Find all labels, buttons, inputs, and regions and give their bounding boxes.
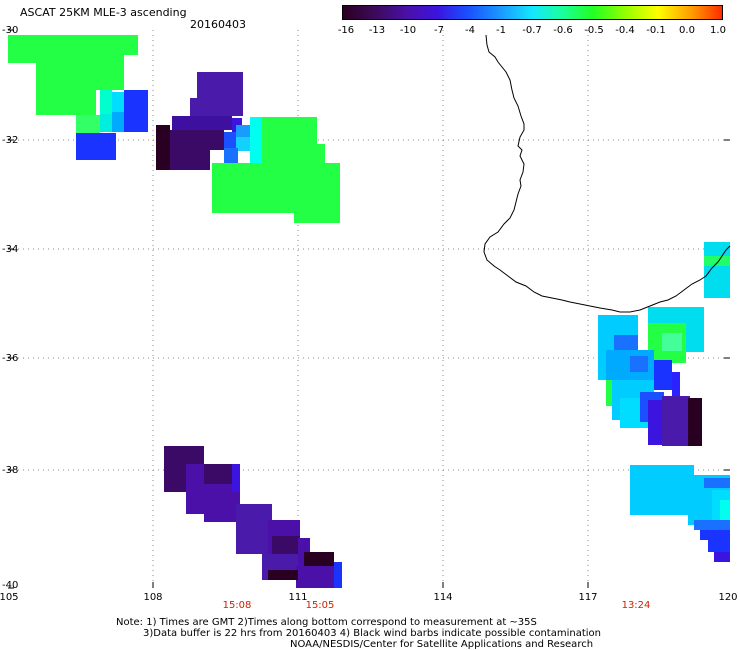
footer-note-1: Note: 1) Times are GMT 2)Times along bot… bbox=[116, 617, 537, 628]
colorbar bbox=[342, 5, 723, 20]
swath-far-east bbox=[630, 242, 730, 562]
colorbar-label: -0.1 bbox=[646, 25, 666, 36]
map-title: ASCAT 25KM MLE-3 ascending bbox=[20, 6, 187, 19]
colorbar-label: -0.4 bbox=[615, 25, 635, 36]
swath-time-label: 13:24 bbox=[621, 600, 651, 611]
swath-time-label: 15:05 bbox=[305, 600, 335, 611]
longitude-label: 114 bbox=[433, 592, 453, 603]
colorbar-label: -16 bbox=[337, 25, 355, 36]
colorbar-label: 0.0 bbox=[679, 25, 695, 36]
swath-time-label: 15:08 bbox=[222, 600, 252, 611]
colorbar-label: -10 bbox=[399, 25, 417, 36]
latitude-label: -32 bbox=[2, 135, 19, 146]
swath-north-central bbox=[156, 72, 340, 223]
colorbar-label: -4 bbox=[465, 25, 475, 36]
colorbar-label: -7 bbox=[434, 25, 444, 36]
longitude-label: 108 bbox=[143, 592, 163, 603]
latitude-label: -34 bbox=[2, 244, 19, 255]
latitude-label: -40 bbox=[2, 580, 19, 591]
longitude-label: 105 bbox=[0, 592, 19, 603]
colorbar-label: -0.7 bbox=[522, 25, 542, 36]
swath-northwest bbox=[8, 35, 148, 160]
longitude-label: 117 bbox=[578, 592, 598, 603]
longitude-label: 120 bbox=[718, 592, 738, 603]
map-date: 20160403 bbox=[190, 18, 246, 31]
latitude-label: -38 bbox=[2, 465, 19, 476]
longitude-label: 111 bbox=[288, 592, 308, 603]
latitude-label: -36 bbox=[2, 353, 19, 364]
footer-note-2: 3)Data buffer is 22 hrs from 20160403 4)… bbox=[143, 628, 601, 639]
colorbar-label: -0.6 bbox=[553, 25, 573, 36]
colorbar-label: -0.5 bbox=[584, 25, 604, 36]
swath-south-central bbox=[164, 446, 342, 588]
coastline bbox=[483, 34, 731, 313]
swath-southeast bbox=[598, 307, 704, 446]
colorbar-label: 1.0 bbox=[710, 25, 726, 36]
footer-note-3: NOAA/NESDIS/Center for Satellite Applica… bbox=[290, 639, 594, 650]
colorbar-label: -1 bbox=[496, 25, 506, 36]
graticule bbox=[8, 30, 730, 588]
colorbar-label: -13 bbox=[368, 25, 386, 36]
latitude-label: -30 bbox=[2, 25, 19, 36]
